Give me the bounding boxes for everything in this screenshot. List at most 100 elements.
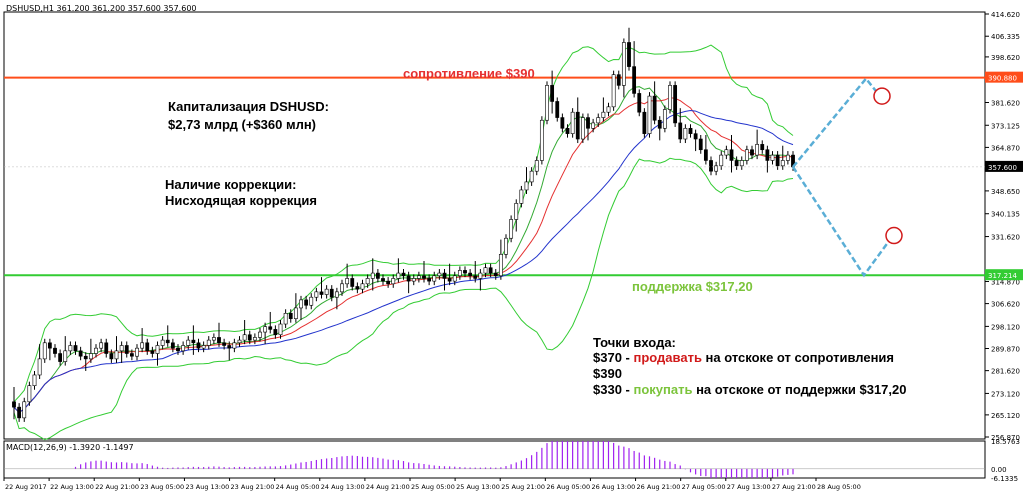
candle-body <box>729 149 734 161</box>
symbol-info: DSHUSD,H1 361.200 361.200 357.600 357.60… <box>6 4 197 13</box>
y-tick-label-1: 406.335 <box>991 33 1020 41</box>
main-plot-frame <box>3 11 986 440</box>
x-tick-label-10: 25 Aug 13:00 <box>456 483 500 491</box>
candle-body <box>237 339 242 344</box>
macd-tick-label-0: 18.5763 <box>991 438 1020 446</box>
candle-body <box>283 313 288 325</box>
candle-body <box>463 270 467 274</box>
candle-body <box>217 337 221 344</box>
candle-body <box>288 313 293 319</box>
y-tick-label-12: 314.870 <box>991 278 1020 286</box>
candle-body <box>468 272 473 277</box>
candle-body <box>135 347 139 357</box>
candle-body <box>570 111 575 134</box>
candle-body <box>68 345 73 352</box>
candle-body <box>401 272 406 277</box>
candle-body <box>555 101 560 118</box>
x-tick-label-18: 28 Aug 05:00 <box>817 483 861 491</box>
candle-body <box>94 347 98 354</box>
candle-body <box>334 291 339 298</box>
candle-body <box>355 286 360 290</box>
entry2-rest: на отскоке от поддержки $317,20 <box>692 382 907 397</box>
candle-body <box>391 278 396 285</box>
candle-body <box>104 342 109 354</box>
candle-body <box>155 345 160 354</box>
candle-body <box>416 275 421 279</box>
candle-body <box>703 149 708 161</box>
candle-body <box>432 275 437 282</box>
candle-body <box>22 401 27 419</box>
candle-body <box>683 127 688 140</box>
candle-body <box>145 342 150 352</box>
entry-line-2: $330 - покупать на отскоке от поддержки … <box>593 382 906 397</box>
candle-body <box>647 95 652 134</box>
candle-body <box>206 339 211 346</box>
candle-body <box>545 85 549 121</box>
macd-tick-label-2: -6.1335 <box>991 475 1018 483</box>
candle-body <box>88 353 93 360</box>
candle-body <box>760 144 765 151</box>
candle-body <box>452 275 457 282</box>
candle-body <box>273 329 278 336</box>
candle-body <box>140 342 145 349</box>
resistance-label: сопротивление $390 <box>403 66 535 81</box>
candle-body <box>63 350 68 362</box>
candle-body <box>739 160 744 167</box>
candle-body <box>775 154 780 167</box>
y-tick-label-19: 256.870 <box>991 434 1020 442</box>
resistance-price-tag <box>985 71 1023 83</box>
candle-body <box>299 299 303 309</box>
candle-body <box>575 111 580 140</box>
candle-body <box>160 339 165 346</box>
candle-body <box>785 154 790 161</box>
candle-body <box>534 160 539 172</box>
candle-body <box>755 144 760 156</box>
candle-body <box>632 66 637 94</box>
candle-body <box>493 272 498 277</box>
candle-body <box>309 296 314 306</box>
candle-body <box>642 111 647 134</box>
candle-body <box>765 149 770 161</box>
candle-body <box>411 278 416 282</box>
ma-mid <box>13 97 794 414</box>
support-label: поддержка $317,20 <box>632 279 753 294</box>
ma-slow <box>13 109 794 414</box>
candle-body <box>201 345 206 349</box>
y-tick-label-14: 298.120 <box>991 323 1020 331</box>
y-tick-label-18: 265.120 <box>991 412 1020 420</box>
candle-body <box>165 339 170 344</box>
candle-body <box>350 278 355 287</box>
candle-body <box>652 95 657 121</box>
candle-body <box>37 358 42 376</box>
x-tick-label-11: 25 Aug 21:00 <box>501 483 545 491</box>
candle-body <box>99 342 104 349</box>
candle-body <box>601 111 606 118</box>
candle-body <box>744 149 749 161</box>
candle-body <box>442 272 447 279</box>
candle-body <box>32 374 37 387</box>
candle-body <box>473 275 478 279</box>
entry2-action: покупать <box>633 382 693 397</box>
candle-body <box>580 117 585 140</box>
candle-body <box>565 127 570 134</box>
entry-line-1-cont: $390 <box>593 366 622 381</box>
capitalization-value: $2,73 млрд (+$360 млн) <box>168 117 317 132</box>
candle-body <box>498 254 503 277</box>
candle-body <box>211 337 216 341</box>
y-tick-label-5: 373.125 <box>991 122 1020 130</box>
candle-body <box>596 117 601 124</box>
candle-body <box>529 170 534 183</box>
candle-body <box>119 345 124 352</box>
candle-body <box>719 154 724 167</box>
x-tick-label-17: 27 Aug 21:00 <box>772 483 816 491</box>
x-tick-label-9: 25 Aug 05:00 <box>411 483 455 491</box>
candle-body <box>109 353 114 360</box>
candle-body <box>750 149 754 156</box>
candle-body <box>483 267 488 274</box>
candle-body <box>678 122 683 140</box>
candle-body <box>252 337 257 341</box>
correction-title: Наличие коррекции: <box>165 177 297 192</box>
support-price-tag-label: 317.214 <box>988 272 1017 280</box>
y-tick-label-13: 306.620 <box>991 301 1020 309</box>
candle-body <box>73 345 78 352</box>
